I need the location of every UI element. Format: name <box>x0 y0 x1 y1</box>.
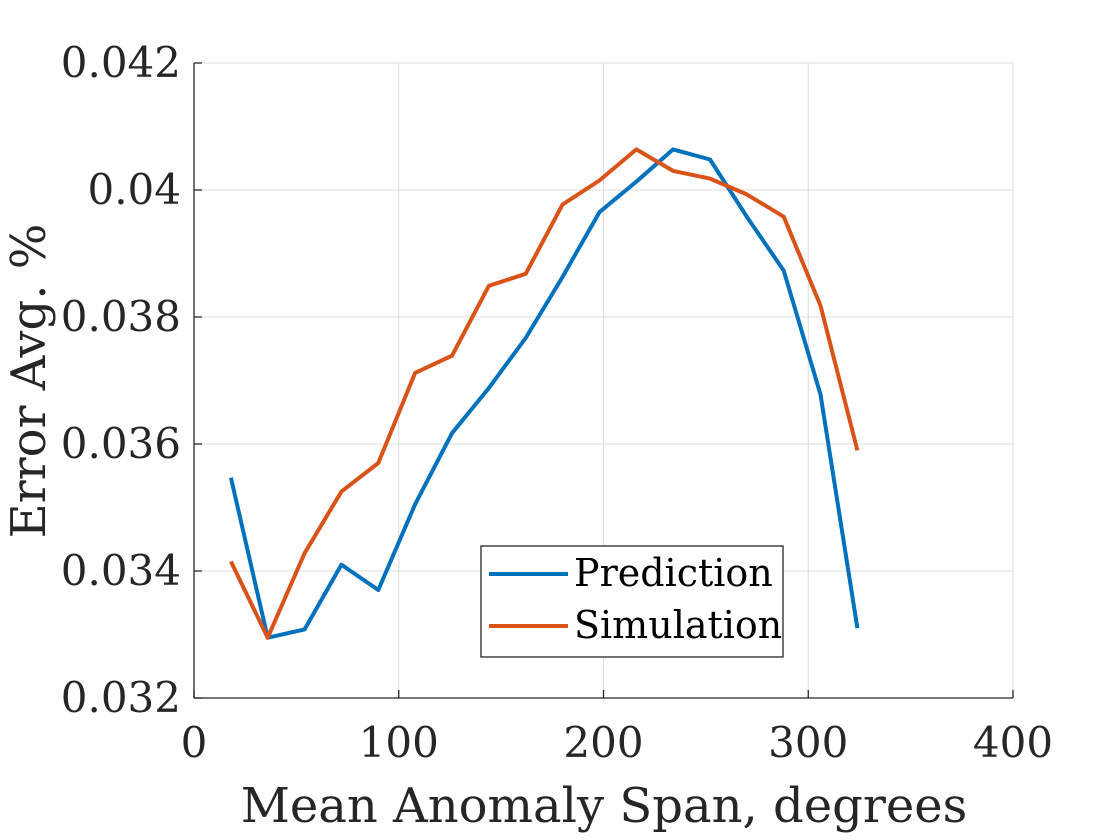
x-tick-label: 400 <box>973 718 1053 767</box>
data-point-simulation <box>487 284 491 288</box>
x-tick-label: 100 <box>359 718 439 767</box>
data-point-prediction <box>782 269 786 273</box>
data-point-simulation <box>413 371 417 375</box>
y-tick-label: 0.038 <box>61 292 181 341</box>
data-point-prediction <box>708 158 712 162</box>
y-tick-label: 0.04 <box>87 165 181 214</box>
tick-labels: 0 100 200 300 400 0.032 0.034 0.036 0.038 0.04 0.0… <box>61 38 1053 767</box>
data-point-prediction <box>413 502 417 506</box>
data-point-simulation <box>561 203 565 207</box>
data-point-prediction <box>487 386 491 390</box>
data-point-simulation <box>708 177 712 181</box>
x-tick-label: 200 <box>563 718 643 767</box>
data-point-prediction <box>450 431 454 435</box>
data-point-prediction <box>524 336 528 340</box>
data-point-prediction <box>303 627 307 631</box>
data-point-prediction <box>339 563 343 567</box>
y-tick-label: 0.036 <box>61 419 181 468</box>
data-point-prediction <box>745 215 749 219</box>
data-point-simulation <box>782 215 786 219</box>
data-point-simulation <box>524 272 528 276</box>
data-point-prediction <box>376 588 380 592</box>
legend-box <box>480 545 784 658</box>
series-line-prediction <box>228 147 860 640</box>
data-point-prediction <box>229 476 233 480</box>
axes <box>193 62 1014 699</box>
data-point-prediction <box>671 147 675 151</box>
data-point-simulation <box>819 304 823 308</box>
data-point-simulation <box>339 490 343 494</box>
x-axis-label: Mean Anomaly Span, degrees <box>241 778 968 834</box>
data-point-simulation <box>634 147 638 151</box>
data-point-simulation <box>450 354 454 358</box>
data-point-prediction <box>855 626 859 630</box>
data-point-simulation <box>266 636 270 640</box>
data-point-prediction <box>561 275 565 279</box>
y-tick-label: 0.042 <box>61 38 181 87</box>
data-point-prediction <box>819 392 823 396</box>
series-group <box>228 147 860 640</box>
legend-label-simulation: Simulation <box>574 603 782 647</box>
legend-label-prediction: Prediction <box>574 551 773 595</box>
y-tick-label: 0.032 <box>61 673 181 722</box>
x-tick-label: 0 <box>181 718 208 767</box>
legend: Prediction Simulation <box>480 545 784 658</box>
data-point-simulation <box>303 551 307 555</box>
data-point-simulation <box>745 192 749 196</box>
x-tick-label: 300 <box>768 718 848 767</box>
data-point-simulation <box>229 559 233 563</box>
data-point-simulation <box>376 461 380 465</box>
series-line-simulation <box>229 147 860 640</box>
grid <box>193 62 1014 699</box>
data-point-simulation <box>671 169 675 173</box>
data-point-simulation <box>855 448 859 452</box>
data-point-prediction <box>597 210 601 214</box>
data-point-prediction <box>634 180 638 184</box>
y-axis-label: Error Avg. % <box>1 224 57 539</box>
y-tick-label: 0.034 <box>61 546 181 595</box>
data-point-simulation <box>597 178 601 182</box>
